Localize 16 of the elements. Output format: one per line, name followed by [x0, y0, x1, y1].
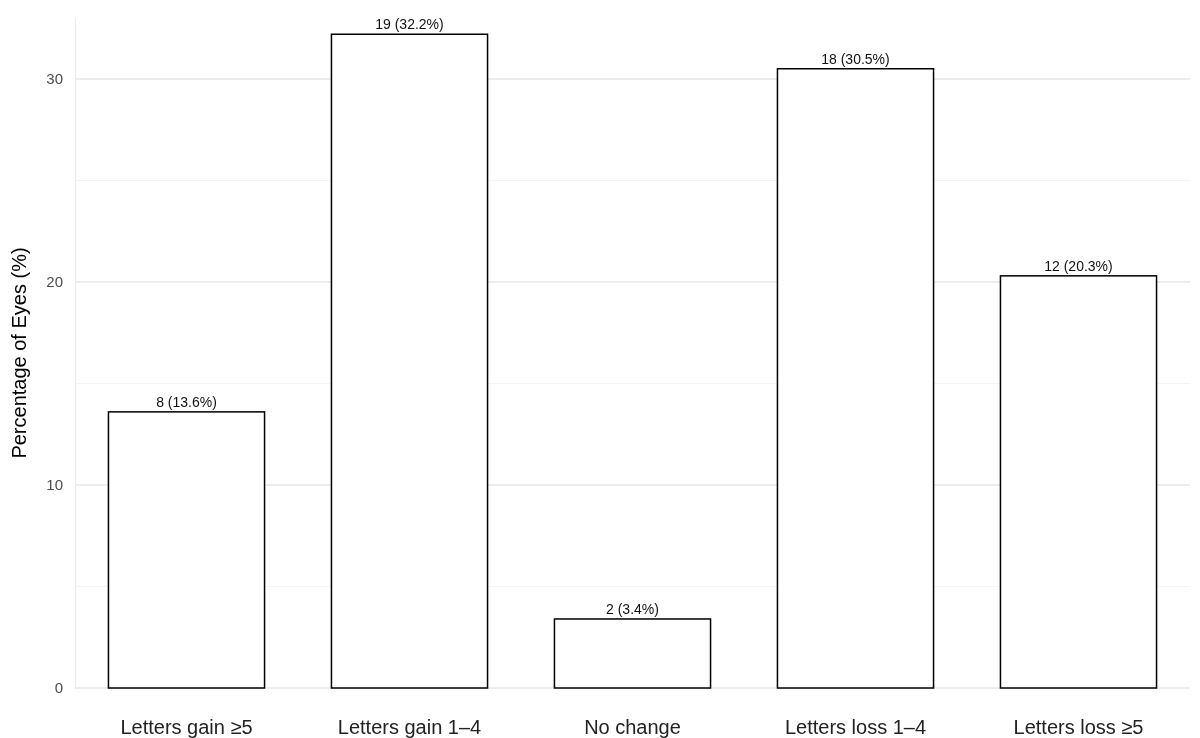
x-tick-label: Letters gain 1–4 [337, 716, 482, 738]
data-label: 2 (3.4%) [606, 600, 659, 617]
x-tick-label: Letters gain ≥5 [120, 716, 253, 738]
x-tick-label: Letters loss 1–4 [784, 716, 927, 738]
y-tick-label: 0 [54, 679, 63, 697]
y-tick-label: 30 [46, 70, 63, 88]
data-label: 19 (32.2%) [375, 16, 444, 33]
y-tick-label: 20 [46, 273, 63, 291]
bar [553, 618, 712, 689]
x-tick-label: Letters loss ≥5 [1013, 716, 1144, 738]
x-tick-label: No change [584, 716, 681, 738]
data-label: 12 (20.3%) [1044, 257, 1113, 274]
y-axis-title: Percentage of Eyes (%) [8, 247, 30, 459]
y-tick-label: 10 [46, 476, 63, 494]
data-label: 8 (13.6%) [156, 393, 217, 410]
data-label: 18 (30.5%) [821, 50, 890, 67]
